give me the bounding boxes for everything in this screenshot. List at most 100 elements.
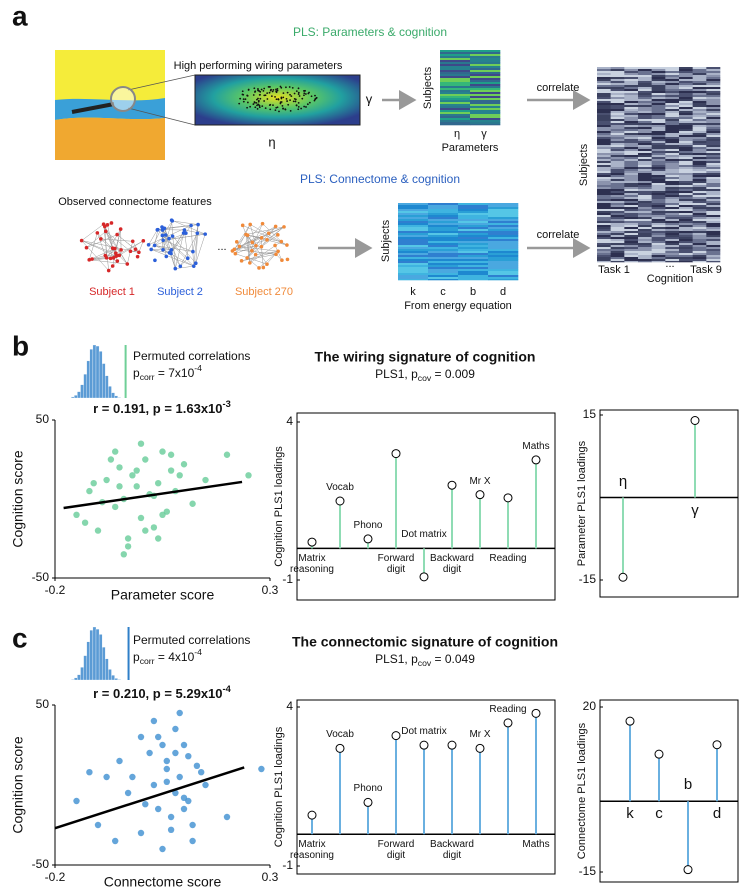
heatmap-cell xyxy=(597,215,611,218)
heatmap-cell xyxy=(610,159,625,162)
heatmap-cell xyxy=(428,251,459,254)
heatmap-cell xyxy=(706,179,721,182)
category-label: d xyxy=(712,805,722,823)
heatmap-cell xyxy=(610,163,625,166)
heatmap-cell xyxy=(624,107,639,110)
heatmap-cell xyxy=(610,89,625,92)
category-label: Maths xyxy=(522,839,550,851)
heatmap-cell xyxy=(624,123,639,126)
heatmap-cell xyxy=(624,149,639,152)
heatmap-cell xyxy=(651,75,666,78)
parameter-dot xyxy=(246,101,249,104)
heatmap-cell xyxy=(651,191,666,194)
heatmap-cell xyxy=(624,219,639,222)
heatmap-cell xyxy=(638,219,652,222)
histogram-bar xyxy=(108,386,112,399)
heatmap-cell xyxy=(597,245,611,248)
heatmap-cell xyxy=(398,223,429,226)
heatmap-cell xyxy=(665,223,680,226)
heatmap-cell xyxy=(638,99,652,102)
rich-text: PLS1, pcov = 0.049 xyxy=(375,652,475,668)
heatmap-cell xyxy=(610,219,625,222)
heatmap-cell xyxy=(665,209,680,212)
heatmap-cell xyxy=(651,203,666,206)
heatmap-cell xyxy=(651,169,666,172)
parameter-dot xyxy=(268,104,271,107)
heatmap-cell xyxy=(692,243,707,246)
network-node xyxy=(254,243,258,248)
heatmap-cell xyxy=(651,89,666,92)
heatmap-cell xyxy=(597,255,611,258)
heatmap-cell xyxy=(440,122,471,125)
heatmap-cell xyxy=(624,145,639,148)
heatmap-cell xyxy=(692,149,707,152)
heatmap-cell xyxy=(679,241,693,244)
heatmap-cell xyxy=(706,233,721,236)
heatmap-cell xyxy=(679,73,693,76)
heatmap-cell xyxy=(692,227,707,230)
y-tick-label: 20 xyxy=(583,699,597,713)
heatmap-cell xyxy=(651,173,666,176)
heatmap-cell xyxy=(488,247,519,250)
heatmap-cell xyxy=(488,279,519,281)
heatmap-cell xyxy=(706,171,721,174)
heatmap-cell xyxy=(665,259,680,262)
heatmap-cell xyxy=(458,211,489,214)
heatmap-cell xyxy=(679,175,693,178)
heatmap-cell xyxy=(706,133,721,136)
heatmap-cell xyxy=(624,111,639,114)
heatmap-cell xyxy=(679,227,693,230)
heatmap-cell xyxy=(651,227,666,230)
category-label: γ xyxy=(691,501,699,519)
heatmap-cell xyxy=(440,60,471,63)
network-edge xyxy=(175,265,194,269)
heatmap-cell xyxy=(440,52,471,55)
heatmap-cell xyxy=(692,127,707,130)
heatmap-cell xyxy=(624,229,639,232)
heatmap-cell xyxy=(706,203,721,206)
heatmap-cell xyxy=(692,205,707,208)
heatmap-cell xyxy=(624,175,639,178)
network-edge xyxy=(234,234,247,250)
heatmap-cell xyxy=(638,227,652,230)
heatmap-cell xyxy=(458,205,489,208)
heatmap-cell xyxy=(470,68,501,71)
heatmap-cell xyxy=(651,171,666,174)
network-node xyxy=(117,253,122,258)
heatmap-cell xyxy=(610,173,625,176)
parameter-dot xyxy=(242,100,245,103)
scatter-point xyxy=(185,753,192,760)
network-edge xyxy=(195,234,206,264)
heatmap-cell xyxy=(665,153,680,156)
heatmap-cell xyxy=(692,179,707,182)
network-node xyxy=(234,240,239,244)
network-node xyxy=(115,232,119,237)
network-node xyxy=(232,247,237,252)
network-edge xyxy=(235,245,257,254)
heatmap-cell xyxy=(679,93,693,96)
heatmap-cell xyxy=(638,245,652,248)
parameter-dot xyxy=(238,102,241,105)
parameter-dot xyxy=(315,96,318,99)
heatmap-cell xyxy=(624,231,639,234)
parameter-dot xyxy=(293,92,296,95)
heatmap-cell xyxy=(398,251,429,254)
y-axis-label: Cognition score xyxy=(10,450,26,547)
heatmap-cell xyxy=(665,135,680,138)
heatmap-cell xyxy=(692,143,707,146)
heatmap-cell xyxy=(428,205,459,208)
heatmap-cell xyxy=(692,155,707,158)
heatmap-cell xyxy=(624,109,639,112)
heatmap-cell xyxy=(692,233,707,236)
heatmap-cell xyxy=(610,125,625,128)
network-node xyxy=(155,228,160,232)
heatmap-cell xyxy=(624,259,639,262)
heatmap-cell xyxy=(624,105,639,108)
heatmap-cell xyxy=(488,245,519,248)
heatmap-cell xyxy=(624,225,639,228)
network-node xyxy=(203,232,207,236)
network-edge xyxy=(247,235,251,263)
heatmap-cell xyxy=(470,86,501,89)
heatmap-cell xyxy=(638,117,652,120)
scatter-point xyxy=(180,741,188,749)
